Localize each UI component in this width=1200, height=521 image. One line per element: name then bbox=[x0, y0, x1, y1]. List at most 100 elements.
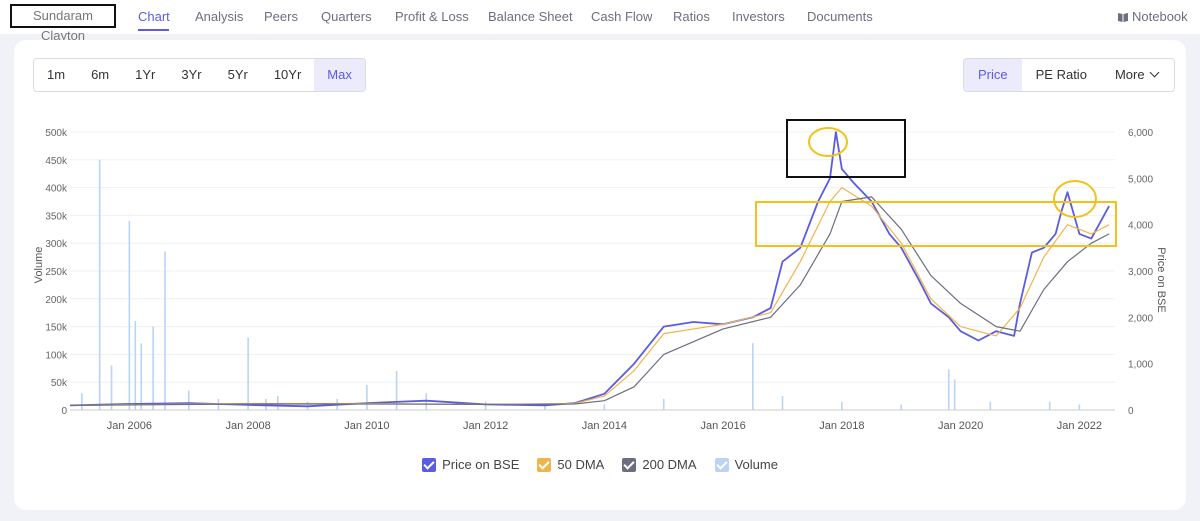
volume-bar bbox=[425, 393, 428, 410]
legend-50dma[interactable]: 50 DMA bbox=[537, 457, 604, 472]
volume-bar bbox=[484, 401, 487, 410]
y-left-axis-title: Volume bbox=[33, 247, 45, 284]
x-tick-label: Jan 2016 bbox=[700, 420, 745, 432]
y-left-tick-label: 400k bbox=[45, 184, 68, 195]
volume-bar bbox=[164, 251, 166, 410]
y-left-tick-label: 250k bbox=[45, 267, 68, 278]
checkbox-icon bbox=[714, 457, 729, 472]
legend-volume[interactable]: Volume bbox=[714, 457, 778, 472]
legend-50dma-label: 50 DMA bbox=[557, 457, 605, 472]
y-right-tick-label: 3,000 bbox=[1128, 267, 1153, 278]
period-5yr-button[interactable]: 5Yr bbox=[227, 67, 248, 82]
checkbox-icon bbox=[422, 457, 437, 472]
y-left-tick-label: 0 bbox=[61, 406, 67, 417]
price-button[interactable]: Price bbox=[964, 59, 1022, 91]
notebook-label: Notebook bbox=[1132, 9, 1188, 24]
y-right-tick-label: 1,000 bbox=[1128, 360, 1153, 371]
tab-chart[interactable]: Chart bbox=[138, 9, 170, 24]
y-right-tick-label: 6,000 bbox=[1128, 128, 1153, 139]
y-left-tick-label: 450k bbox=[45, 156, 68, 167]
tab-investors[interactable]: Investors bbox=[732, 9, 785, 24]
peak-highlight-box bbox=[786, 119, 906, 178]
period-1yr-button[interactable]: 1Yr bbox=[135, 67, 156, 82]
volume-bar bbox=[662, 398, 665, 410]
volume-bar bbox=[81, 393, 83, 410]
legend-200dma[interactable]: 200 DMA bbox=[622, 457, 697, 472]
recent-peak-circle bbox=[1053, 180, 1097, 218]
volume-bar bbox=[1048, 401, 1051, 410]
series-line-price-on-bse bbox=[69, 131, 1110, 408]
x-tick-label: Jan 2018 bbox=[819, 420, 864, 432]
volume-bar bbox=[947, 369, 950, 410]
series-line-200-dma bbox=[69, 196, 1110, 406]
period-max-button[interactable]: Max bbox=[314, 59, 365, 91]
notebook-link[interactable]: Notebook bbox=[1118, 9, 1188, 24]
x-tick-label: Jan 2010 bbox=[344, 420, 389, 432]
tab-ratios[interactable]: Ratios bbox=[673, 9, 710, 24]
volume-bar bbox=[841, 401, 843, 410]
legend-price[interactable]: Price on BSE bbox=[422, 457, 519, 472]
peak-highlight-circle bbox=[808, 127, 848, 157]
volume-bar bbox=[752, 343, 754, 410]
volume-bar bbox=[187, 390, 190, 410]
y-left-tick-label: 350k bbox=[45, 211, 68, 222]
more-dropdown[interactable]: More bbox=[1101, 59, 1174, 91]
more-label: More bbox=[1114, 67, 1145, 82]
tab-peers[interactable]: Peers bbox=[264, 9, 298, 24]
period-6m-button[interactable]: 6m bbox=[91, 67, 110, 82]
volume-bar bbox=[953, 379, 956, 410]
y-right-tick-label: 0 bbox=[1128, 406, 1134, 417]
x-tick-label: Jan 2014 bbox=[582, 420, 627, 432]
x-tick-label: Jan 2006 bbox=[107, 420, 152, 432]
volume-bar bbox=[98, 159, 101, 410]
volume-bar bbox=[247, 337, 249, 410]
volume-bar bbox=[152, 326, 154, 410]
legend-200dma-label: 200 DMA bbox=[642, 457, 697, 472]
chart-legend: Price on BSE 50 DMA 200 DMA Volume bbox=[0, 457, 1200, 472]
y-right-tick-label: 5,000 bbox=[1128, 174, 1153, 185]
x-tick-label: Jan 2008 bbox=[225, 420, 270, 432]
volume-bar bbox=[989, 401, 992, 410]
volume-bar bbox=[603, 404, 606, 410]
metric-selector: Price PE Ratio More bbox=[963, 58, 1175, 92]
volume-bar bbox=[544, 404, 546, 410]
tab-analysis[interactable]: Analysis bbox=[195, 9, 244, 24]
volume-bar bbox=[900, 404, 903, 410]
y-right-axis-title: Price on BSE bbox=[1155, 247, 1167, 312]
pe-ratio-button[interactable]: PE Ratio bbox=[1035, 67, 1087, 82]
period-1m-button[interactable]: 1m bbox=[47, 67, 66, 82]
x-tick-label: Jan 2022 bbox=[1057, 420, 1102, 432]
checkbox-icon bbox=[537, 457, 552, 472]
active-tab-indicator bbox=[138, 29, 169, 31]
tab-profit-loss[interactable]: Profit & Loss bbox=[395, 9, 469, 24]
period-3yr-button[interactable]: 3Yr bbox=[181, 67, 202, 82]
x-tick-label: Jan 2012 bbox=[463, 420, 508, 432]
y-right-tick-label: 4,000 bbox=[1128, 221, 1153, 232]
volume-bar bbox=[1078, 404, 1081, 410]
volume-bar bbox=[140, 343, 143, 410]
tab-documents[interactable]: Documents bbox=[807, 9, 873, 24]
company-name[interactable]: Sundaram Clayton bbox=[10, 4, 116, 43]
y-right-tick-label: 2,000 bbox=[1128, 313, 1153, 324]
price-range-box bbox=[755, 201, 1117, 247]
tab-quarters[interactable]: Quarters bbox=[321, 9, 372, 24]
top-navigation: Sundaram Clayton Chart Analysis Peers Qu… bbox=[0, 0, 1200, 43]
tab-cash-flow[interactable]: Cash Flow bbox=[591, 9, 653, 24]
y-left-tick-label: 100k bbox=[45, 350, 68, 361]
volume-bar bbox=[128, 220, 131, 410]
y-left-tick-label: 500k bbox=[45, 128, 68, 139]
y-left-tick-label: 300k bbox=[45, 239, 68, 250]
y-left-tick-label: 200k bbox=[45, 295, 68, 306]
book-icon bbox=[1118, 13, 1128, 22]
legend-volume-label: Volume bbox=[734, 457, 778, 472]
legend-price-label: Price on BSE bbox=[442, 457, 520, 472]
checkbox-icon bbox=[622, 457, 637, 472]
volume-bar bbox=[110, 365, 113, 410]
period-10yr-button[interactable]: 10Yr bbox=[273, 67, 302, 82]
y-left-tick-label: 50k bbox=[51, 378, 68, 389]
y-left-tick-label: 150k bbox=[45, 323, 68, 334]
tab-balance-sheet[interactable]: Balance Sheet bbox=[488, 9, 573, 24]
volume-bar bbox=[134, 321, 137, 410]
x-tick-label: Jan 2020 bbox=[938, 420, 983, 432]
